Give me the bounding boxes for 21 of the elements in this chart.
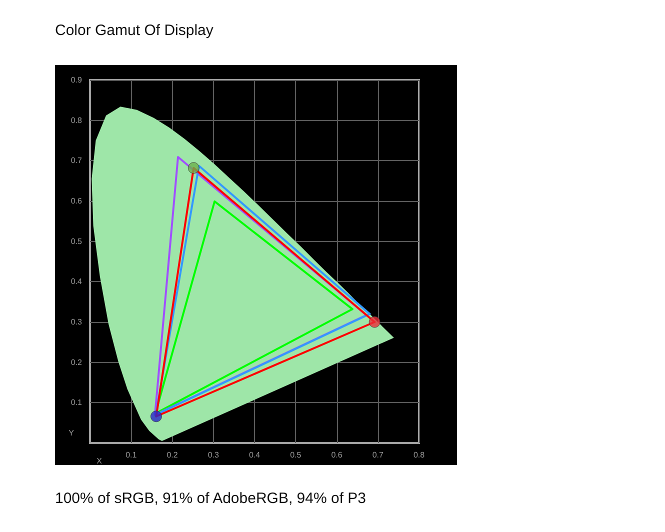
x-tick-label: 0.8 (413, 450, 426, 460)
x-tick-label: 0.3 (208, 450, 220, 460)
y-tick-label: 0.3 (70, 318, 83, 326)
x-tick-label: 0.6 (331, 450, 343, 460)
chart-title: Color Gamut Of Display (55, 22, 214, 39)
x-axis-title: X (96, 456, 103, 466)
y-tick-label: 0.7 (70, 156, 83, 166)
y-tick-label: 0.6 (70, 196, 83, 206)
x-tick-label: 0.2 (166, 450, 178, 460)
text: 100% of sRGB, 91% of AdobeRGB, 94% of P3 (55, 490, 366, 507)
y-tick-label: 0.9 (70, 76, 83, 84)
x-tick-label: 0.5 (290, 450, 302, 460)
y-tick-label: 0.2 (70, 358, 83, 367)
y-tick-label: 0.5 (70, 236, 83, 246)
y-tick-label: 0.8 (70, 116, 83, 125)
y-tick-label: 0.1 (70, 398, 83, 408)
y-tick-label: 0.4 (70, 277, 83, 286)
x-tick-label: 0.4 (248, 450, 261, 460)
x-tick-label: 0.7 (372, 450, 384, 460)
x-tick-label: 0.1 (126, 450, 138, 460)
y-axis-title: Y (68, 428, 75, 438)
